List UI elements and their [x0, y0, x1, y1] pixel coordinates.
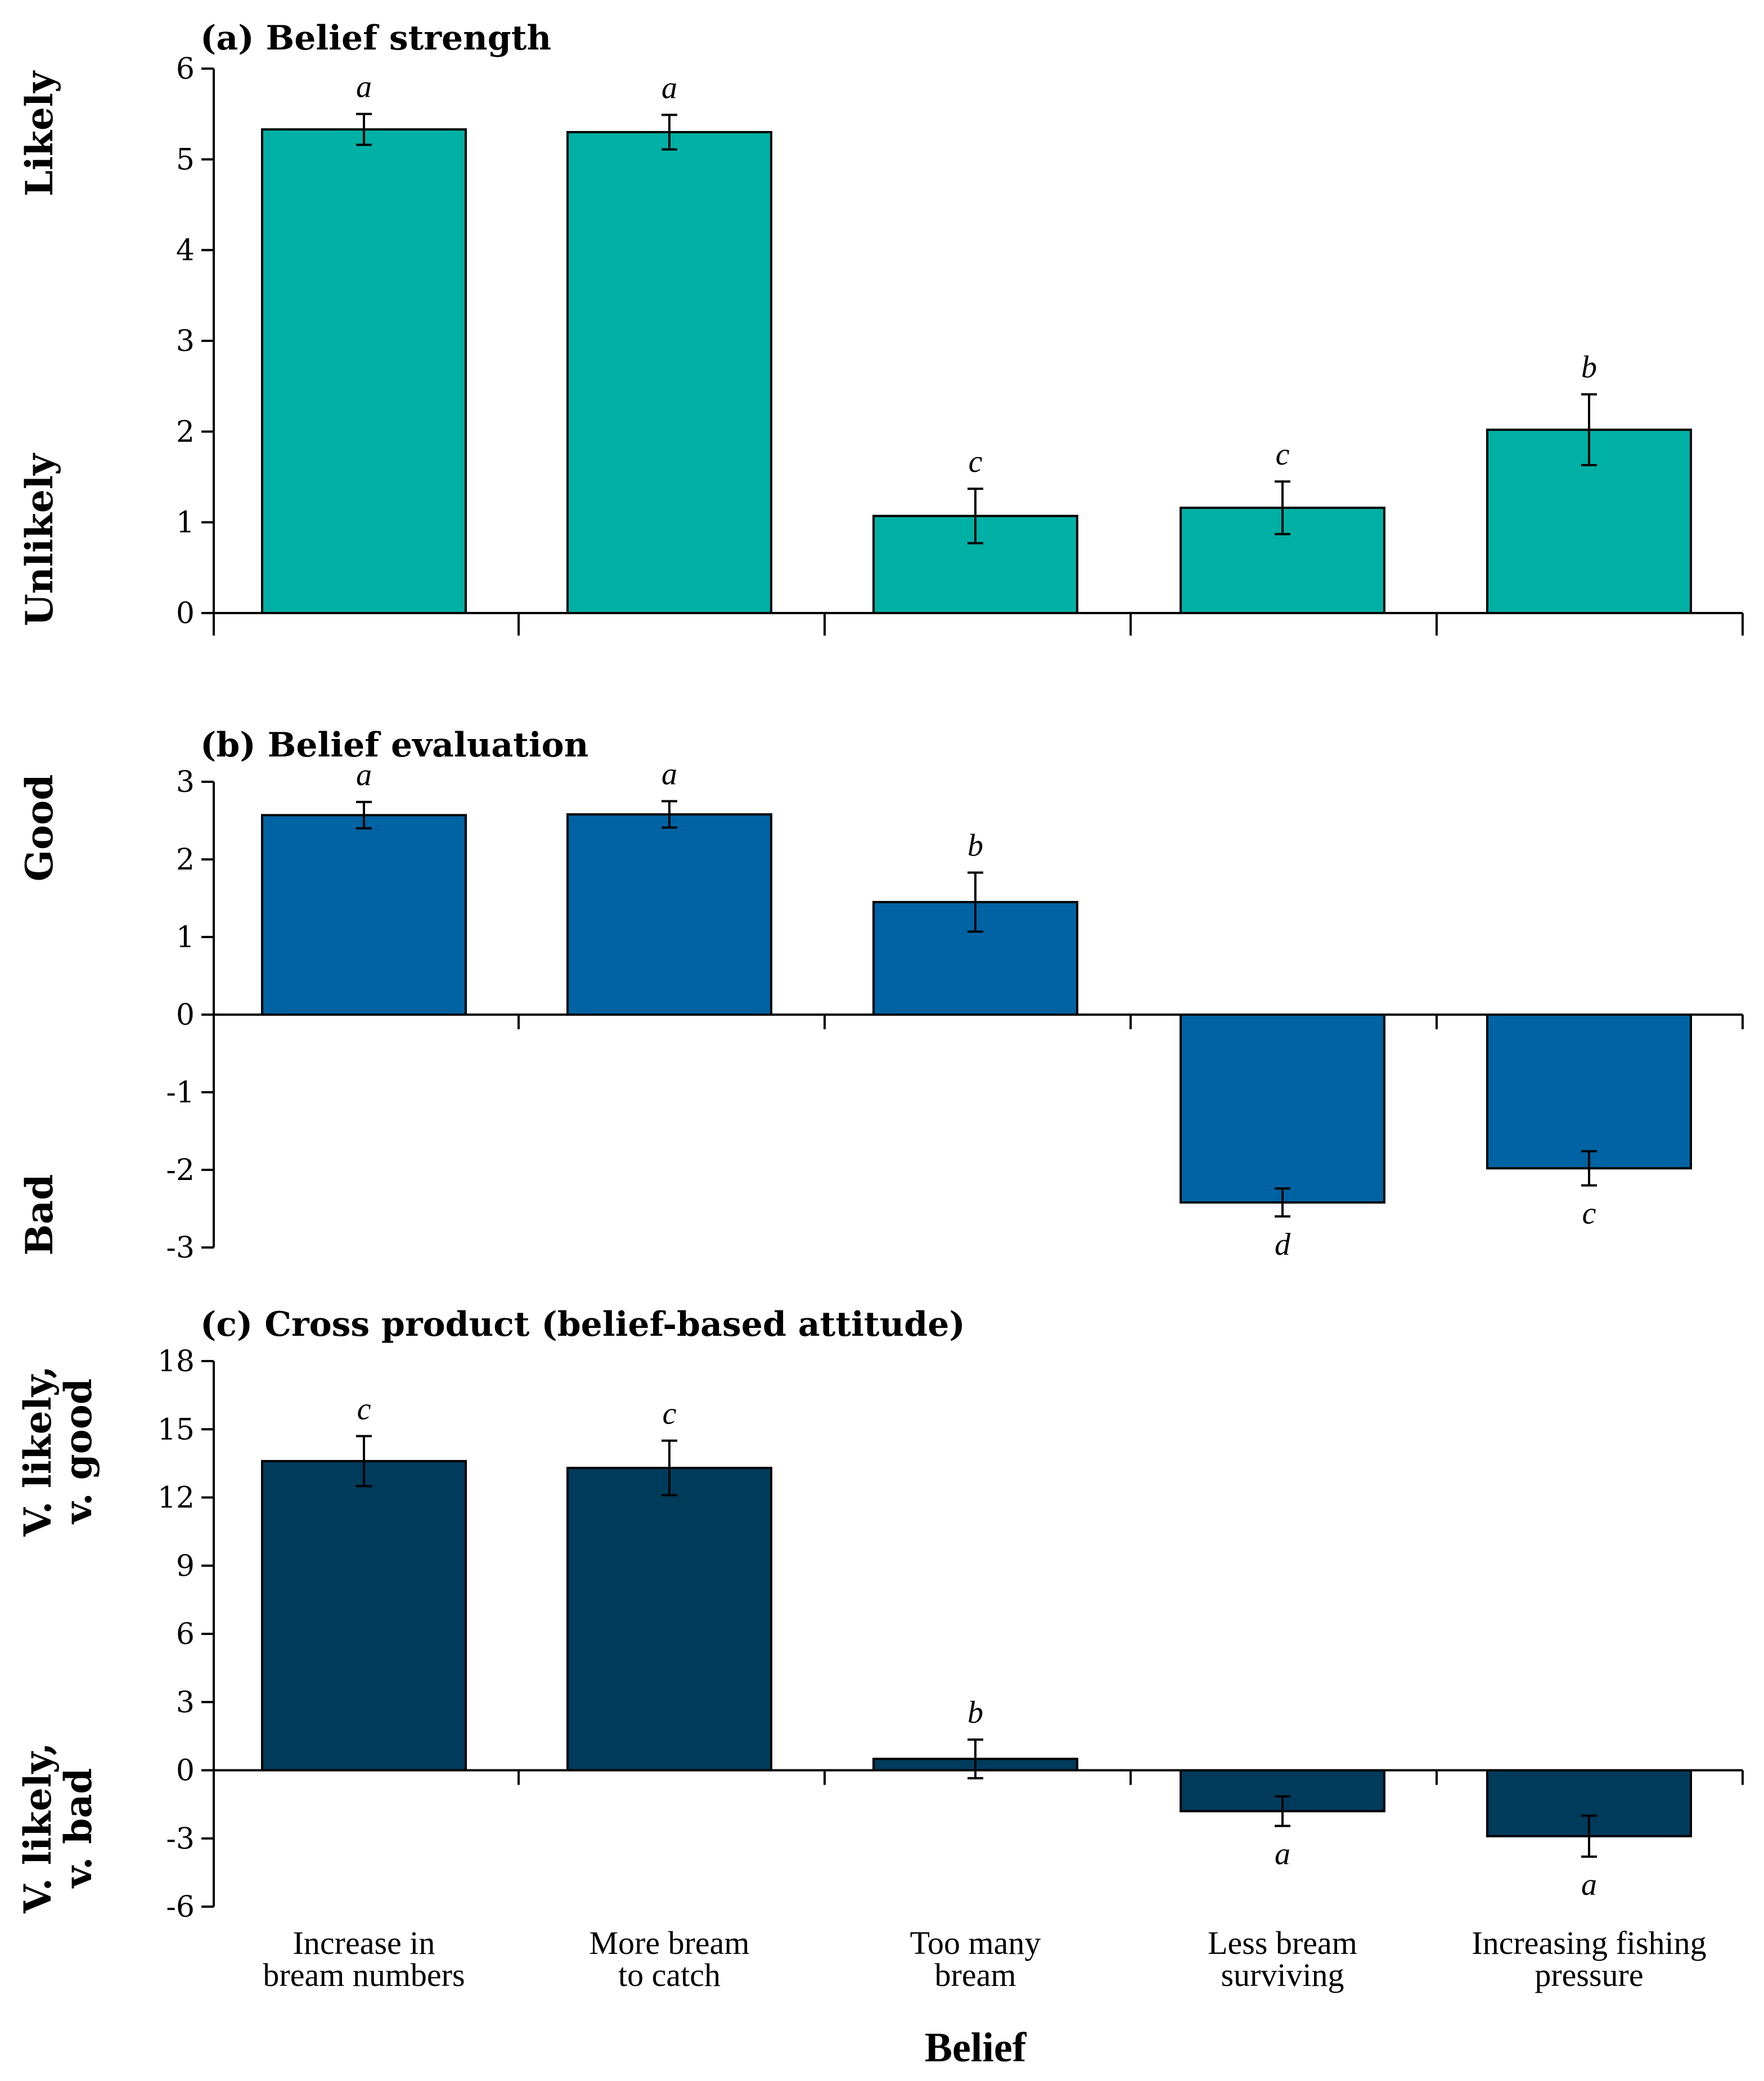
panel-3-y-tick-label: -3 [166, 1822, 195, 1856]
panel-1-y-tick-label: 6 [176, 52, 195, 86]
panel-2-bar-5 [1486, 1014, 1692, 1170]
panel-1-significance-3: c [969, 444, 983, 479]
panel-2-significance-1: a [356, 758, 372, 792]
panel-3-y-tick-label: 3 [176, 1686, 195, 1719]
panel-2-significance-4: d [1275, 1227, 1291, 1262]
panel-2-significance-2: a [662, 757, 677, 792]
panel-3-side-label-top-line1: V. likely, [16, 1366, 60, 1537]
panel-3-y-tick-label: 18 [158, 1345, 195, 1379]
panel-3-significance-4: a [1275, 1837, 1290, 1872]
panel-2-y-tick-label: 2 [176, 843, 195, 877]
panel-1-side-label-bottom: Unlikely [17, 453, 61, 626]
panel-3-title: (c) Cross product (belief-based attitude… [200, 1305, 965, 1344]
panel-3-y-tick-label: 15 [158, 1413, 195, 1447]
panel-3-y-tick-label: 12 [158, 1481, 195, 1515]
panel-2-y-tick-label: -1 [166, 1076, 195, 1110]
category-label-4-line2: surviving [1221, 1957, 1344, 1993]
panel-3-significance-1: c [357, 1391, 371, 1426]
panel-2: (b) Belief evaluation -3 -2 -1 0 1 2 3 a a b d c Good… [17, 726, 1744, 1265]
category-label-2-line1: More bream [589, 1925, 749, 1961]
category-labels: Increase in bream numbers More bream to … [263, 1925, 1706, 1993]
panel-2-y-tick-label: -2 [166, 1154, 195, 1187]
panel-1: (a) Belief strength 0 1 2 3 4 5 6 a a c c b Likely Unl… [17, 19, 1744, 636]
panel-3-side-label-bottom-line2: v. bad [56, 1768, 100, 1889]
category-label-5-line1: Increasing fishing [1472, 1925, 1706, 1961]
panel-2-y-tick-label: 1 [176, 921, 195, 954]
panel-2-y-tick-label: 3 [176, 765, 195, 799]
panel-1-title: (a) Belief strength [200, 19, 551, 58]
panel-3-y-tick-label: 0 [176, 1754, 195, 1788]
panel-2-significance-5: c [1582, 1196, 1596, 1231]
x-axis-label: Belief [925, 2025, 1027, 2071]
panel-1-significance-2: a [662, 70, 677, 105]
panel-2-bar-4 [1180, 1014, 1385, 1204]
panel-2-bar-2 [566, 813, 772, 1016]
panel-2-y-tick-label: -3 [166, 1231, 195, 1265]
panel-3-bar-1 [261, 1460, 467, 1772]
panel-3-y-tick-label: -6 [166, 1890, 195, 1924]
panel-2-title: (b) Belief evaluation [200, 726, 588, 765]
panel-1-y-tick-label: 1 [176, 506, 195, 540]
panel-2-side-label-bottom: Bad [17, 1174, 61, 1256]
category-label-3-line1: Too many [910, 1925, 1041, 1961]
panel-1-bar-3 [872, 515, 1078, 615]
panel-3-significance-5: a [1581, 1867, 1597, 1902]
panel-2-significance-3: b [968, 828, 983, 863]
panel-2-bar-1 [261, 814, 467, 1016]
panel-1-significance-4: c [1276, 437, 1290, 472]
panel-3-bar-2 [566, 1466, 772, 1772]
panel-1-significance-1: a [356, 70, 372, 105]
panel-2-side-label-top: Good [17, 774, 61, 882]
panel-2-y-tick-label: 0 [176, 998, 195, 1032]
category-label-3-line2: bream [935, 1957, 1016, 1993]
panel-3-side-label-top-line2: v. good [56, 1379, 100, 1525]
panel-1-bar-1 [261, 128, 467, 615]
category-label-1-line2: bream numbers [263, 1957, 465, 1993]
panel-1-y-tick-label: 5 [176, 143, 195, 177]
panel-3-side-label-bottom-line1: V. likely, [16, 1742, 60, 1914]
panel-1-y-tick-label: 0 [176, 597, 195, 630]
panel-1-bar-2 [566, 130, 772, 614]
category-label-5-line2: pressure [1534, 1957, 1643, 1993]
category-label-2-line2: to catch [618, 1957, 721, 1993]
panel-3-y-tick-label: 9 [176, 1550, 195, 1583]
panel-3-significance-3: b [968, 1695, 983, 1730]
panel-1-y-tick-label: 3 [176, 325, 195, 358]
category-label-4-line1: Less bream [1208, 1925, 1357, 1961]
panel-3: (c) Cross product (belief-based attitude… [16, 1305, 1744, 1924]
category-label-1-line1: Increase in [293, 1925, 435, 1961]
panel-1-significance-5: b [1581, 350, 1597, 385]
panel-3-y-tick-label: 6 [176, 1618, 195, 1651]
panel-1-y-tick-label: 2 [176, 415, 195, 449]
panel-1-side-label-top: Likely [17, 70, 61, 196]
panel-1-y-tick-label: 4 [176, 234, 195, 268]
panel-3-significance-2: c [663, 1396, 677, 1431]
